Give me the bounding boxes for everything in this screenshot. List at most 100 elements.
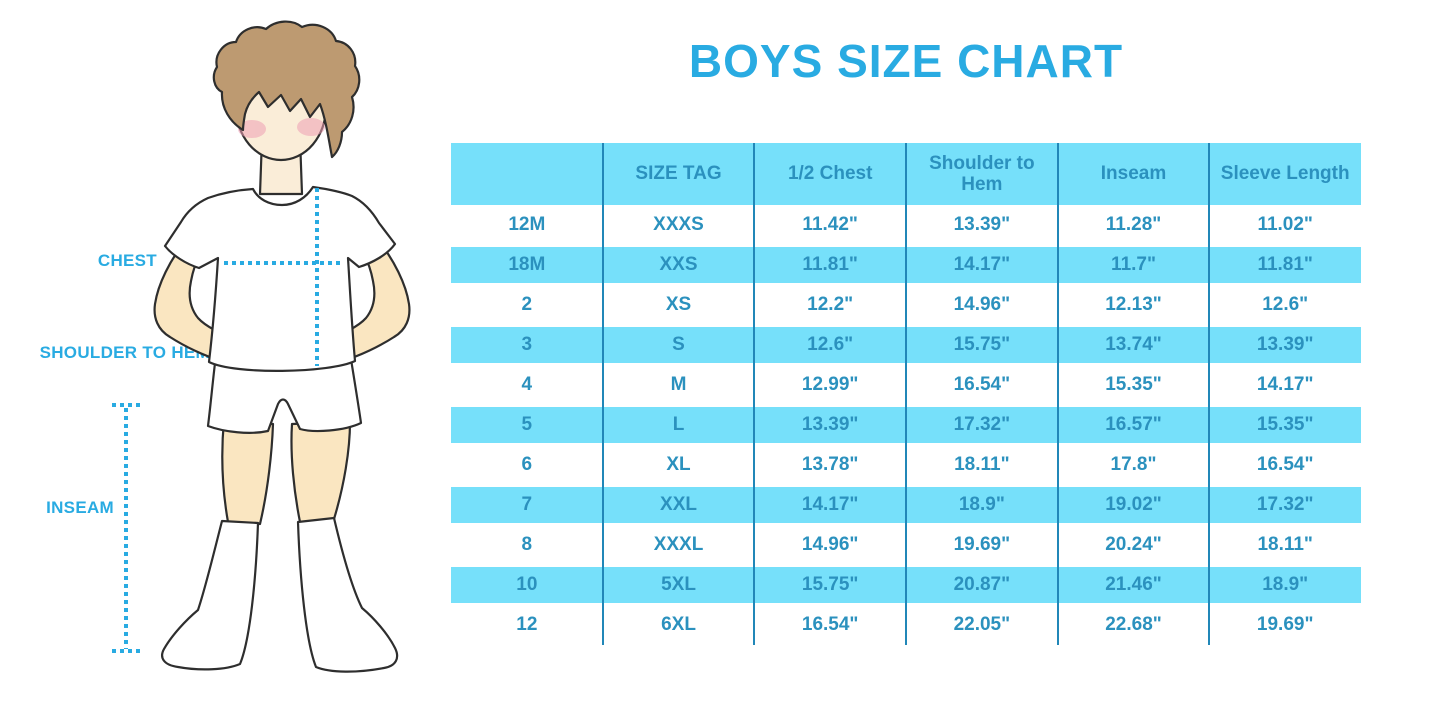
table-cell: 13.39" — [1256, 334, 1314, 356]
table-cell: 13.78" — [801, 454, 859, 476]
table-cell: 5 — [521, 414, 533, 436]
table-cell: 16.54" — [801, 614, 859, 636]
table-row: 12 6XL 16.54" 22.05" 22.68" 19.69" — [451, 605, 1361, 645]
table-cell: 13.39" — [801, 414, 859, 436]
boy-right-sock — [296, 516, 399, 673]
table-cell: XXXL — [653, 534, 704, 556]
boy-illustration — [153, 20, 411, 673]
table-row: 8 XXXL 14.96" 19.69" 20.24" 18.11" — [451, 525, 1361, 565]
column-separator-line — [1208, 143, 1211, 645]
table-cell: 16.57" — [1105, 414, 1162, 436]
boy-shorts — [206, 351, 363, 434]
table-cell: 20.24" — [1105, 534, 1162, 556]
table-cell: 11.81" — [802, 254, 858, 276]
table-cell: 19.69" — [953, 534, 1011, 556]
column-separator-line — [753, 143, 756, 645]
table-cell: 14.17" — [953, 254, 1011, 276]
table-cell: 17.8" — [1110, 454, 1157, 476]
table-cell: 3 — [521, 334, 533, 356]
table-header-row: SIZE TAG 1/2 Chest Shoulder to Hem Inseam Sl… — [451, 143, 1361, 205]
table-cell: 11.42" — [802, 214, 858, 236]
table-cell: 11.81" — [1257, 254, 1313, 276]
table-cell: 15.35" — [1105, 374, 1162, 396]
table-cell: 18.11" — [954, 454, 1010, 476]
inseam-measure-cap-bottom — [112, 649, 142, 653]
boy-left-leg — [221, 418, 275, 526]
table-cell: 12.99" — [801, 374, 859, 396]
table-cell: 6 — [521, 454, 533, 476]
table-cell: 8 — [521, 534, 533, 556]
table-cell: 10 — [516, 574, 538, 596]
table-row: 12M XXXS 11.42" 13.39" 11.28" 11.02" — [451, 205, 1361, 245]
table-cell: 2 — [521, 294, 533, 316]
table-cell: 15.35" — [1256, 414, 1314, 436]
table-cell: 15.75" — [953, 334, 1011, 356]
table-cell: 18.9" — [1262, 574, 1309, 596]
table-cell: 20.87" — [953, 574, 1011, 596]
table-cell: 11.7" — [1111, 254, 1156, 276]
page-title: BOYS SIZE CHART — [688, 35, 1124, 87]
table-cell: 21.46" — [1105, 574, 1162, 596]
table-cell: 12.6" — [807, 334, 854, 356]
measurement-label-shoulder-to-hem: SHOULDER TO HEM — [39, 343, 210, 362]
table-cell: M — [670, 374, 687, 396]
table-cell: 5XL — [661, 574, 696, 596]
table-row: 6 XL 13.78" 18.11" 17.8" 16.54" — [451, 445, 1361, 485]
column-separator-line — [905, 143, 907, 645]
table-header-cell: Sleeve Length — [1220, 163, 1350, 185]
table-cell: 16.54" — [1256, 454, 1314, 476]
boy-blush — [238, 118, 325, 138]
table-cell: 11.02" — [1257, 214, 1313, 236]
table-cell: 22.68" — [1105, 614, 1162, 636]
table-cell: 12.13" — [1105, 294, 1162, 316]
table-cell: 19.69" — [1256, 614, 1314, 636]
measurement-label-inseam: INSEAM — [46, 498, 114, 517]
table-cell: XS — [665, 294, 692, 316]
table-row: 18M XXS 11.81" 14.17" 11.7" 11.81" — [451, 245, 1361, 285]
table-cell: 7 — [521, 494, 533, 516]
table-cell: 4 — [521, 374, 533, 396]
table-cell: 17.32" — [1256, 494, 1314, 516]
table-cell: 14.96" — [953, 294, 1011, 316]
table-header-cell: Shoulder to Hem — [929, 152, 1035, 195]
table-cell: 19.02" — [1105, 494, 1162, 516]
column-separator-line — [1056, 143, 1059, 645]
column-separator-line — [601, 143, 604, 645]
table-cell: 12.2" — [807, 294, 854, 316]
table-row: 2 XS 12.2" 14.96" 12.13" 12.6" — [451, 285, 1361, 325]
table-cell: 12.6" — [1262, 294, 1309, 316]
size-table: SIZE TAG 1/2 Chest Shoulder to Hem Inseam Sl… — [451, 143, 1361, 645]
table-row: 7 XXL 14.17" 18.9" 19.02" 17.32" — [451, 485, 1361, 525]
boy-shirt — [163, 185, 397, 373]
table-cell: 15.75" — [801, 574, 859, 596]
table-cell: 22.05" — [953, 614, 1011, 636]
inseam-measure-line — [124, 408, 128, 649]
table-row: 5 L 13.39" 17.32" 16.57" 15.35" — [451, 405, 1361, 445]
boy-right-leg — [290, 420, 352, 524]
table-cell: 16.54" — [953, 374, 1011, 396]
table-row: 3 S 12.6" 15.75" 13.74" 13.39" — [451, 325, 1361, 365]
boy-left-sock — [161, 519, 260, 671]
table-cell: XL — [666, 454, 691, 476]
table-cell: S — [672, 334, 685, 356]
table-cell: 18M — [508, 254, 546, 276]
table-header-cell: 1/2 Chest — [787, 163, 873, 185]
table-cell: 12 — [516, 614, 538, 636]
table-cell: 11.28" — [1105, 214, 1162, 236]
table-header-cell: SIZE TAG — [635, 163, 722, 185]
table-cell: 13.39" — [953, 214, 1011, 236]
table-row: 4 M 12.99" 16.54" 15.35" 14.17" — [451, 365, 1361, 405]
table-cell: 12M — [508, 214, 546, 236]
inseam-measure-cap-top — [112, 403, 142, 407]
chest-measure-line — [224, 261, 343, 265]
table-cell: 18.11" — [1257, 534, 1313, 556]
table-header-cell: Inseam — [1100, 163, 1167, 185]
table-cell: 14.17" — [801, 494, 859, 516]
table-cell: XXS — [659, 254, 698, 276]
table-cell: 14.17" — [1256, 374, 1314, 396]
table-row: 10 5XL 15.75" 20.87" 21.46" 18.9" — [451, 565, 1361, 605]
measurement-label-chest: CHEST — [97, 251, 157, 270]
table-cell: 14.96" — [801, 534, 859, 556]
table-cell: 6XL — [661, 614, 696, 636]
table-cell: 17.32" — [953, 414, 1011, 436]
